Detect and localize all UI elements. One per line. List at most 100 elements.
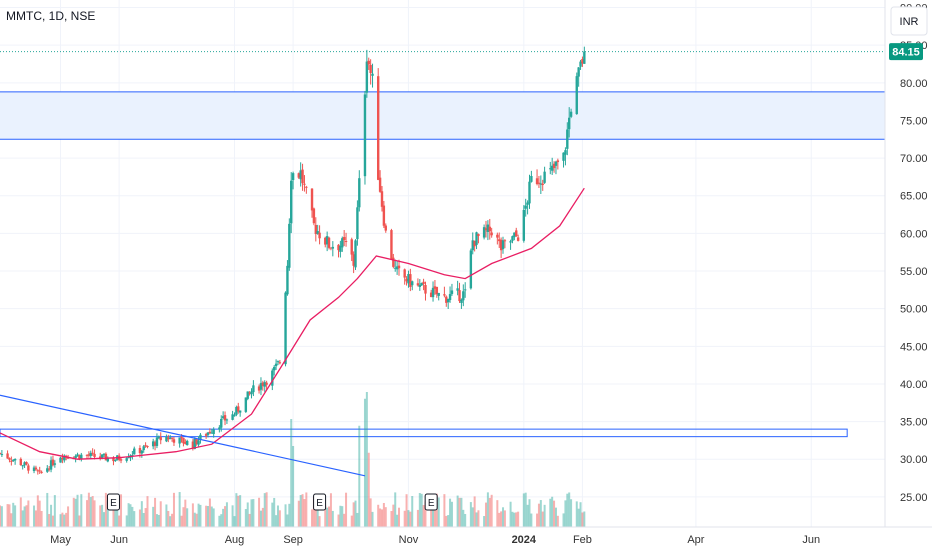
volume-bar	[171, 513, 174, 527]
volume-bar	[477, 510, 480, 527]
candle-body	[244, 397, 248, 412]
volume-bar	[503, 510, 506, 527]
volume-bar	[312, 496, 315, 527]
candle-body	[6, 453, 9, 459]
volume-bar	[36, 495, 39, 527]
candle-body	[499, 239, 503, 251]
volume-bar	[146, 496, 149, 527]
candle-body	[392, 257, 395, 267]
candle-body	[157, 436, 161, 438]
candle-body	[418, 284, 422, 287]
volume-bar	[157, 514, 160, 527]
volume-bar	[551, 496, 554, 527]
candle-body	[299, 170, 302, 180]
candle-body	[460, 299, 463, 303]
volume-bar	[19, 497, 22, 527]
volume-bar	[286, 514, 289, 527]
candle-body	[350, 239, 353, 255]
volume-bar	[205, 505, 208, 527]
volume-bar	[182, 507, 185, 527]
candle-body	[25, 461, 28, 465]
volume-bar	[74, 498, 77, 527]
candle-body	[530, 176, 533, 182]
candle-body	[581, 58, 584, 64]
candle-body	[394, 267, 397, 269]
candle-body	[579, 61, 582, 67]
volume-bar	[371, 511, 374, 527]
candle-body	[102, 453, 106, 455]
candle-body	[526, 202, 529, 205]
volume-bar	[549, 498, 552, 527]
candle-body	[184, 442, 187, 444]
volume-bar	[475, 512, 478, 527]
candle-body	[378, 177, 382, 192]
volume-bar	[14, 505, 17, 527]
volume-bar	[447, 515, 450, 527]
candle-body	[284, 292, 287, 365]
volume-bar	[38, 500, 41, 527]
candle-body	[212, 429, 215, 434]
moving-average-line	[0, 187, 585, 460]
candle-body	[47, 468, 51, 470]
volume-bar	[193, 512, 196, 527]
volume-bar	[422, 505, 425, 527]
candle-body	[327, 237, 331, 248]
volume-bar	[486, 492, 489, 527]
candle-body	[416, 283, 420, 286]
volume-bar	[536, 513, 539, 527]
candle-body	[569, 111, 573, 117]
volume-bar	[484, 502, 487, 527]
volume-bar	[48, 514, 51, 527]
volume-bar	[152, 506, 155, 527]
currency-button[interactable]	[890, 6, 928, 36]
x-tick-label: Jun	[802, 534, 820, 546]
volume-bar	[167, 510, 170, 527]
candle-body	[146, 446, 149, 448]
volume-bar	[212, 508, 215, 527]
volume-bar	[329, 493, 332, 527]
volume-bar	[265, 492, 268, 527]
y-tick-label: 65.00	[900, 191, 928, 203]
candle-body	[566, 129, 569, 149]
candle-body	[261, 382, 265, 386]
volume-bar	[392, 504, 395, 527]
candle-body	[501, 240, 505, 250]
candle-body	[314, 224, 318, 235]
candle-body	[238, 410, 242, 413]
volume-bar	[237, 495, 240, 527]
candle-body	[429, 292, 433, 298]
volume-bar	[210, 506, 213, 527]
candle-body	[210, 432, 213, 434]
candle-body	[138, 448, 142, 454]
volume-bar	[488, 497, 491, 527]
candle-body	[168, 437, 172, 439]
volume-bar	[0, 505, 1, 527]
volume-bar	[500, 511, 503, 527]
volume-bar	[577, 508, 580, 527]
candle-body	[337, 244, 340, 251]
volume-bar	[583, 511, 586, 527]
trendline	[0, 394, 366, 477]
candle-body	[363, 94, 367, 177]
volume-bar	[513, 512, 516, 527]
candle-body	[235, 406, 238, 415]
volume-bar	[140, 501, 143, 527]
x-tick-label: 2024	[512, 534, 537, 546]
volume-bar	[27, 500, 30, 527]
candle-body	[78, 455, 81, 459]
volume-bar	[345, 492, 348, 527]
volume-bar	[116, 504, 119, 527]
volume-bar	[50, 504, 53, 527]
volume-bar	[316, 498, 319, 527]
volume-bar	[292, 446, 295, 527]
volume-bar	[522, 493, 525, 527]
candle-body	[8, 458, 11, 460]
volume-bar	[63, 514, 66, 527]
volume-bar	[299, 495, 302, 527]
candle-body	[496, 234, 499, 238]
candles	[0, 46, 586, 475]
volume-bar	[462, 509, 465, 527]
x-tick-label: Jun	[110, 534, 128, 546]
volume-bar	[537, 503, 540, 527]
